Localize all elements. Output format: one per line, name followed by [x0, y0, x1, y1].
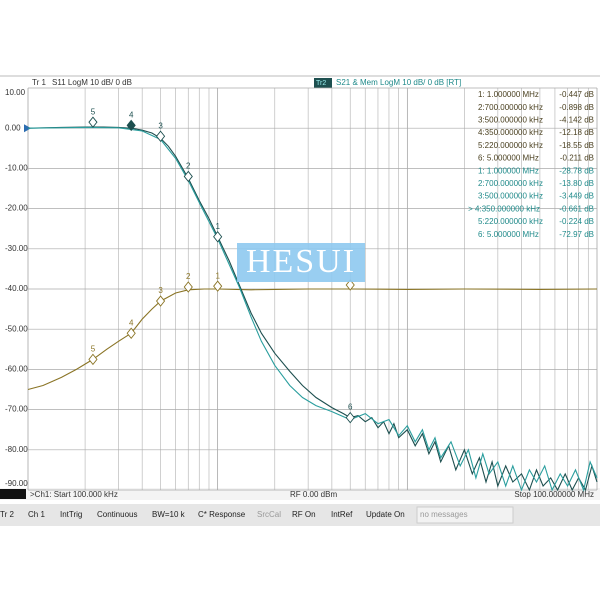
marker-table-label: 1: 1.000000 MHz [478, 166, 539, 175]
marker-diamond [183, 170, 193, 183]
marker-diamond [183, 281, 193, 293]
y-tick-label: -50.00 [5, 324, 28, 333]
marker-table-value: -3.449 dB [559, 192, 594, 201]
marker-table-value: -12.18 dB [559, 128, 594, 137]
trace1-setting: S11 LogM 10 dB/ 0 dB [52, 78, 132, 87]
marker-label: 6 [348, 403, 353, 412]
status-item[interactable]: BW=10 k [152, 510, 186, 519]
trace2-setting: S21 & Mem LogM 10 dB/ 0 dB [RT] [336, 78, 461, 87]
marker-table-value: -0.898 dB [559, 103, 594, 112]
marker-label: 5 [91, 107, 96, 116]
marker-table-value: -4.142 dB [559, 116, 594, 125]
marker-label: 2 [186, 272, 191, 281]
y-tick-label: -40.00 [5, 284, 28, 293]
footer-stop: Stop 100.000000 MHz [514, 490, 594, 499]
marker-diamond [345, 279, 355, 291]
marker-label: 4 [129, 110, 134, 119]
message-box [416, 506, 514, 524]
marker-table-value: -13.80 dB [559, 179, 594, 188]
footer-power: RF 0.00 dBm [290, 490, 337, 499]
marker-table-label: > 4:350.000000 kHz [468, 204, 540, 213]
marker-table-label: 5:220.000000 kHz [478, 141, 543, 150]
marker-table-label: 5:220.000000 kHz [478, 217, 543, 226]
y-tick-label: 0.00 [5, 123, 21, 132]
marker-diamond [88, 353, 98, 366]
y-tick-label: -80.00 [5, 445, 28, 454]
status-item[interactable]: Ch 1 [28, 510, 45, 519]
marker-table-value: -28.78 dB [559, 166, 594, 175]
marker-table-label: 4:350.000000 kHz [478, 128, 543, 137]
marker-label: 2 [186, 162, 191, 171]
footer-start: >Ch1: Start 100.000 kHz [30, 490, 118, 499]
marker-table-label: 3:500.000000 kHz [478, 116, 543, 125]
marker-label: 4 [129, 318, 134, 327]
status-item[interactable]: no messages [420, 510, 468, 519]
y-tick-label: -20.00 [5, 204, 28, 213]
footer-strip [0, 488, 600, 500]
reference-arrow [24, 124, 31, 133]
watermark-box [237, 243, 365, 282]
trace [27, 126, 598, 492]
marker-table-value: -0.224 dB [559, 217, 594, 226]
marker-table-label: 1: 1.000000 MHz [478, 90, 539, 99]
status-item[interactable]: SrcCal [257, 510, 281, 519]
status-item[interactable]: C* Response [198, 510, 246, 519]
trace2-badge-box [314, 78, 332, 88]
marker-diamond [155, 130, 166, 142]
marker-diamond [213, 231, 223, 243]
trace [27, 288, 598, 391]
marker-diamond [213, 280, 223, 292]
y-tick-label: -90.00 [5, 479, 28, 488]
marker-diamond [88, 116, 98, 128]
trace1-label: Tr 1 [32, 78, 46, 87]
marker-label: 3 [158, 121, 163, 130]
marker-table-value: -0.447 dB [559, 90, 594, 99]
trace [27, 126, 598, 492]
trace2-badge: Tr2 [316, 80, 326, 87]
marker-table-label: 2:700.000000 kHz [478, 179, 543, 188]
status-item[interactable]: IntTrig [60, 510, 82, 519]
status-item[interactable]: Continuous [97, 510, 137, 519]
marker-table-label: 2:700.000000 kHz [478, 103, 543, 112]
marker-table-label: 6: 5.000000 MHz [478, 230, 539, 239]
marker-label: 1 [215, 271, 220, 280]
marker-table-value: -0.661 dB [559, 204, 594, 213]
status-item[interactable]: RF On [292, 510, 316, 519]
marker-table-value: -18.55 dB [559, 141, 594, 150]
marker-table-label: 3:500.000000 kHz [478, 192, 543, 201]
y-tick-label: 10.00 [5, 88, 26, 97]
status-item[interactable]: Tr 2 [0, 510, 14, 519]
status-item[interactable]: IntRef [331, 510, 353, 519]
marker-label: 5 [91, 344, 96, 353]
status-item[interactable]: Update On [366, 510, 405, 519]
marker-table-label: 6: 5.000000 MHz [478, 154, 539, 163]
channel-box [0, 489, 26, 499]
y-tick-label: -10.00 [5, 164, 28, 173]
y-tick-label: -70.00 [5, 405, 28, 414]
marker-diamond [155, 295, 166, 307]
marker-table-value: -0.211 dB [560, 154, 594, 163]
marker-table-value: -72.97 dB [559, 230, 594, 239]
y-tick-label: -30.00 [5, 244, 28, 253]
y-tick-label: -60.00 [5, 365, 28, 374]
marker-diamond [345, 411, 355, 424]
watermark: HESUI [246, 243, 356, 280]
marker-label: 1 [215, 222, 220, 231]
marker-diamond [126, 119, 136, 132]
marker-diamond [126, 327, 136, 339]
marker-label: 3 [158, 286, 163, 295]
